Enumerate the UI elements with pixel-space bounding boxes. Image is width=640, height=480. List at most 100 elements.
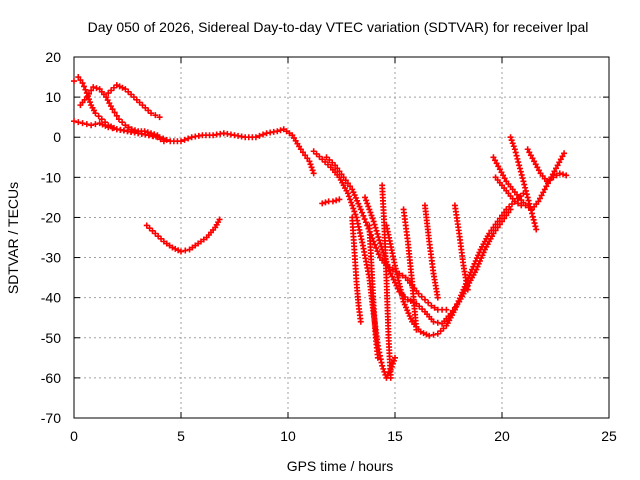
data-point <box>362 219 369 226</box>
data-point <box>528 207 535 214</box>
data-point <box>141 128 148 135</box>
data-point <box>154 132 161 139</box>
data-point <box>528 210 535 217</box>
series-arc-3 <box>77 84 161 139</box>
data-point <box>500 172 507 179</box>
data-point <box>373 227 380 234</box>
data-point <box>111 109 118 116</box>
data-point <box>390 276 397 283</box>
y-tick-label: -60 <box>41 370 61 386</box>
data-point <box>105 124 112 131</box>
data-point <box>322 199 329 206</box>
data-point <box>340 174 347 181</box>
data-point <box>529 213 536 220</box>
data-point <box>379 362 386 369</box>
data-point <box>216 216 223 223</box>
data-point <box>538 192 545 199</box>
y-tick-label: 10 <box>45 89 61 105</box>
data-point <box>515 200 522 207</box>
data-point <box>527 204 534 211</box>
data-point <box>547 176 554 183</box>
data-point <box>529 155 536 162</box>
plot-frame <box>73 56 610 419</box>
data-point <box>490 154 497 161</box>
data-point <box>507 134 514 141</box>
data-point <box>543 178 550 185</box>
data-point <box>374 230 381 237</box>
data-point <box>531 220 538 227</box>
y-tick-label: -70 <box>41 410 61 426</box>
data-point <box>256 132 263 139</box>
data-point <box>75 74 82 81</box>
data-point <box>83 94 90 101</box>
data-point <box>516 165 523 172</box>
data-point <box>349 202 356 209</box>
data-point <box>521 181 528 188</box>
data-point <box>509 140 516 147</box>
grid <box>74 57 609 418</box>
data-point <box>306 158 313 165</box>
data-point <box>309 167 316 174</box>
data-point <box>304 155 311 162</box>
data-point <box>93 85 100 92</box>
data-point <box>373 244 380 251</box>
data-point <box>425 299 432 306</box>
data-point <box>526 200 533 207</box>
chart-title: Day 050 of 2026, Sidereal Day-to-day VTE… <box>88 19 589 35</box>
y-axis-label: SDTVAR / TECUs <box>5 182 21 294</box>
data-point <box>518 202 525 209</box>
data-point <box>494 218 501 225</box>
data-point <box>556 170 563 177</box>
data-point <box>372 224 379 231</box>
data-point <box>559 171 566 178</box>
data-point <box>524 194 531 201</box>
data-point <box>426 332 433 339</box>
series-arc-18 <box>507 134 540 233</box>
data-point <box>163 136 170 143</box>
data-point <box>87 99 94 106</box>
data-point <box>531 158 538 165</box>
data-point <box>348 199 355 206</box>
data-point <box>511 198 518 205</box>
data-point <box>431 304 438 311</box>
data-point <box>71 78 77 85</box>
data-point <box>553 165 560 172</box>
data-point <box>334 165 341 172</box>
y-tick-label: -30 <box>41 250 61 266</box>
data-point <box>522 184 529 191</box>
x-tick-labels: 0 5 10 15 20 25 <box>70 428 617 444</box>
data-point <box>486 230 493 237</box>
data-point <box>178 248 184 255</box>
data-point <box>79 80 86 87</box>
data-point <box>359 209 366 216</box>
data-point <box>413 326 420 333</box>
y-tick-labels: -70 -60 -50 -40 -30 -20 -10 0 10 20 <box>41 49 61 426</box>
data-point <box>151 131 158 138</box>
data-point <box>336 196 343 203</box>
data-point <box>344 180 351 187</box>
data-point <box>260 131 267 138</box>
data-point <box>532 223 539 230</box>
data-point <box>366 206 373 213</box>
series-arc-12 <box>349 214 364 325</box>
data-point <box>530 216 537 223</box>
data-point <box>376 237 383 244</box>
data-point <box>109 125 116 132</box>
data-point <box>399 272 406 279</box>
series-arc-6 <box>319 196 343 207</box>
data-point <box>389 273 396 280</box>
data-point <box>351 208 358 215</box>
y-tick-label: 20 <box>45 49 61 65</box>
data-point <box>561 150 568 157</box>
data-point <box>371 221 378 228</box>
data-point <box>88 87 95 94</box>
y-tick-label: 0 <box>53 129 61 145</box>
data-point <box>501 175 508 182</box>
data-point <box>98 116 105 123</box>
data-point <box>160 135 167 142</box>
data-point <box>428 302 435 309</box>
data-point <box>182 247 189 254</box>
x-tick-label: 25 <box>601 428 617 444</box>
data-point <box>518 171 525 178</box>
y-tick-label: -20 <box>41 209 61 225</box>
